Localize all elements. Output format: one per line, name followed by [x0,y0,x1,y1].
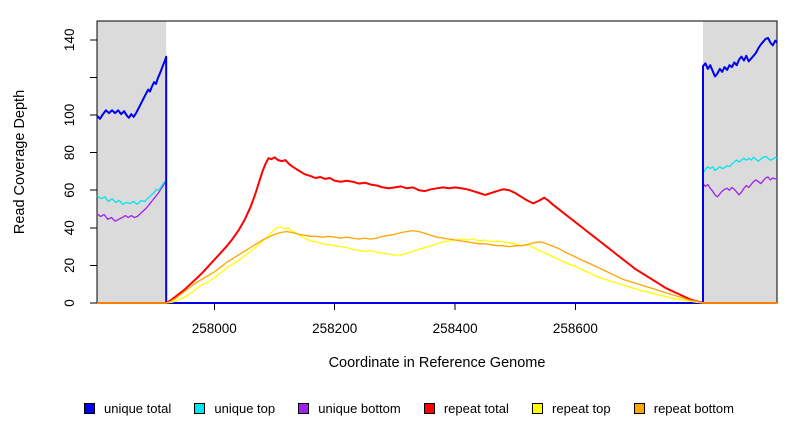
legend-swatch-repeat-total [423,402,435,414]
legend-swatch-unique-bottom [298,402,310,414]
legend-label: repeat bottom [653,400,734,416]
series-line-repeat-total [97,156,777,304]
legend-item-repeat-total: repeat total [423,400,509,416]
legend-item-unique-top: unique top [194,401,275,416]
chart-canvas: 258000 258200 258400 258600 0 20 40 60 80 100 140 [62,20,778,336]
x-tick-label: 258000 [192,321,237,336]
y-tick-label: 60 [62,183,77,198]
legend: unique total unique top unique bottom repea… [84,397,734,419]
masked-region-1 [97,21,167,303]
legend-label: unique top [214,400,276,416]
legend-item-repeat-top: repeat top [532,401,611,416]
series-line-unique-bottom [96,176,777,304]
legend-item-unique-bottom: unique bottom [298,400,401,416]
y-axis-title: Read Coverage Depth [12,89,29,235]
x-axis-title: Coordinate in Reference Genome [328,355,546,371]
series-line-unique-top [96,155,778,304]
y-axis-title-box: Read Coverage Depth [6,21,34,303]
x-tick-label: 258200 [312,321,357,336]
y-tick-label: 0 [62,299,77,307]
legend-swatch-unique-total [84,402,95,414]
series-line-repeat-top [97,226,777,304]
legend-label: unique total [104,400,172,416]
legend-swatch-repeat-bottom [633,402,645,414]
y-tick-label: 20 [62,258,77,273]
y-tick-label: 40 [62,220,77,235]
legend-item-unique-total: unique total [84,401,171,416]
x-tick-label: 258400 [433,321,478,336]
series-line-repeat-bottom [97,229,777,304]
series-line-unique-total [96,36,778,304]
y-tick-label: 100 [62,104,77,127]
legend-item-repeat-bottom: repeat bottom [633,400,734,416]
plot-border [96,20,778,304]
legend-label: repeat top [552,400,611,416]
legend-swatch-repeat-top [532,402,544,414]
x-tick-label: 258600 [553,321,598,336]
legend-swatch-unique-top [194,402,206,414]
y-tick-label: 80 [62,145,77,160]
legend-label: unique bottom [318,400,401,416]
legend-label: repeat total [443,400,509,416]
y-tick-label: 140 [62,29,77,52]
